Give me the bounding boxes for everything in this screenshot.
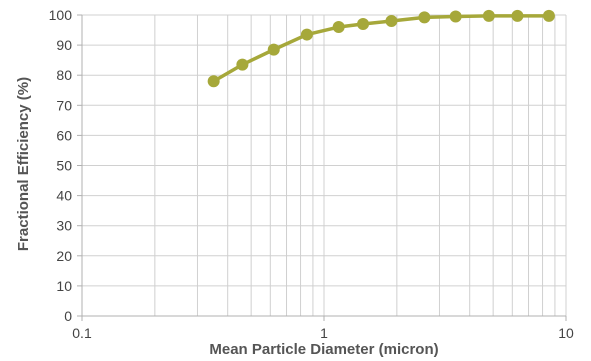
y-tick-label: 10 xyxy=(56,278,72,294)
x-tick-label: 0.1 xyxy=(72,325,92,341)
y-tick-label: 70 xyxy=(56,97,72,113)
y-tick-label: 50 xyxy=(56,158,72,174)
data-point xyxy=(482,9,495,22)
y-tick-label: 90 xyxy=(56,37,72,53)
data-point xyxy=(449,10,462,23)
data-point xyxy=(300,28,313,41)
grid xyxy=(82,14,567,316)
data-point xyxy=(332,21,345,34)
y-tick-label: 100 xyxy=(49,7,73,23)
x-axis-title: Mean Particle Diameter (micron) xyxy=(209,341,438,358)
data-point xyxy=(385,15,398,28)
data-point xyxy=(511,9,524,22)
y-tick-label: 0 xyxy=(64,308,72,324)
data-point xyxy=(207,75,220,88)
data-point xyxy=(357,18,370,31)
data-point xyxy=(267,43,280,56)
tick-labels: 0 10 20 30 40 50 60 70 80 90 100 0.1 1 10 xyxy=(49,7,574,341)
data-point xyxy=(418,11,431,24)
y-tick-label: 20 xyxy=(56,248,72,264)
x-tick-label: 10 xyxy=(558,325,574,341)
y-tick-label: 80 xyxy=(56,67,72,83)
y-axis-title: Fractional Efficiency (%) xyxy=(15,77,32,251)
x-tick-label: 1 xyxy=(320,325,328,341)
series-line xyxy=(212,14,549,83)
y-tick-label: 60 xyxy=(56,127,72,143)
y-tick-label: 30 xyxy=(56,218,72,234)
data-point xyxy=(542,9,555,22)
series xyxy=(207,9,555,88)
y-tick-label: 40 xyxy=(56,188,72,204)
axes xyxy=(77,14,567,321)
data-point xyxy=(236,58,249,71)
